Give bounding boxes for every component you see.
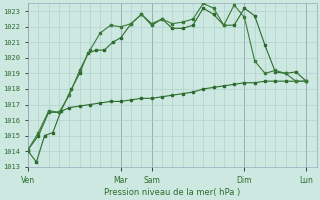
X-axis label: Pression niveau de la mer( hPa ): Pression niveau de la mer( hPa ) [104, 188, 240, 197]
